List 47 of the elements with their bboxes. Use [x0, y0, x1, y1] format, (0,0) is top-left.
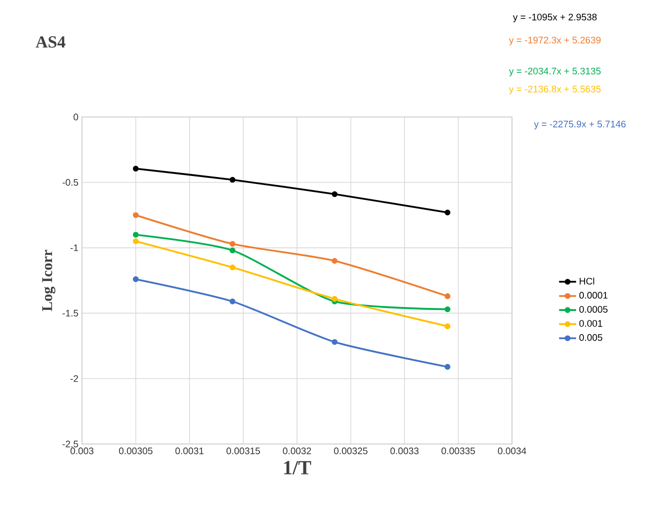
point: [332, 258, 338, 264]
x-tick-label: 0.00325: [334, 448, 368, 454]
y-tick-label: 0: [74, 114, 78, 120]
point: [132, 232, 139, 238]
y-tick-label: -2.5: [62, 440, 78, 448]
legend-label: 0.0005: [579, 306, 608, 313]
point: [332, 296, 338, 302]
point: [332, 339, 338, 345]
y-tick-label: -0.5: [62, 179, 78, 186]
x-tick-label: 0.00305: [119, 448, 152, 454]
y-tick-label: -1.5: [62, 310, 78, 316]
y-tick-label: -2: [70, 375, 78, 382]
point: [332, 191, 338, 198]
point: [230, 176, 236, 183]
text: y = -2034.7x + 5.3135: [508, 68, 601, 76]
text: y = -1095x + 2.9538: [512, 14, 597, 22]
y-tick-label: -1: [70, 244, 78, 252]
x-tick-label: 0.00335: [442, 448, 475, 454]
y-axis-title: Log Icorr: [42, 250, 56, 312]
point: [132, 166, 139, 172]
x-tick-label: 0.0034: [498, 448, 526, 454]
point: [444, 323, 450, 330]
text: y = -2136.8x + 5.5635: [508, 86, 601, 94]
point: [444, 364, 450, 370]
text: y = -2275.9x + 5.7146: [534, 120, 626, 130]
point: [444, 210, 450, 216]
legend-label: 0.001: [579, 320, 602, 327]
legend-label: 0.005: [579, 334, 602, 341]
point: [230, 248, 236, 254]
point: [230, 264, 236, 270]
x-tick-label: 0.0032: [282, 448, 312, 454]
point: [230, 240, 236, 247]
x-tick-label: 0.0031: [175, 448, 204, 454]
legend-label: HCl: [580, 278, 594, 285]
x-tick-label: 0.003: [70, 448, 94, 454]
point: [132, 276, 139, 282]
point: [444, 306, 450, 312]
point: [132, 238, 139, 244]
x-tick-label: 0.0033: [390, 448, 419, 454]
text: y = -1972.3x + 5.2639: [508, 36, 601, 46]
chart-title: AS4: [36, 36, 66, 48]
legend-label: 0.0001: [579, 292, 608, 299]
point: [230, 298, 236, 304]
x-axis-title: 1/T: [284, 461, 312, 474]
point: [132, 212, 139, 218]
x-tick-label: 0.00315: [226, 448, 260, 454]
point: [444, 293, 450, 300]
